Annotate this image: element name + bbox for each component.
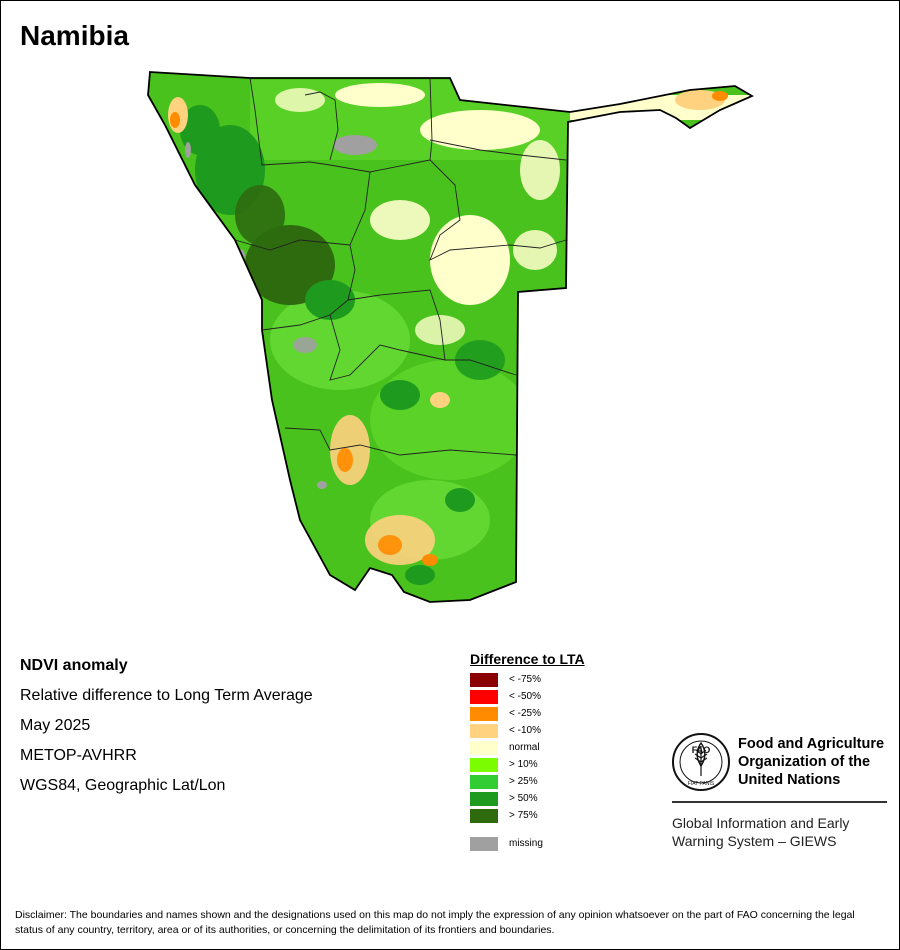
fao-logo-letters: FAO — [692, 745, 711, 755]
region-boundaries — [234, 77, 567, 456]
legend-label: > 75% — [509, 810, 538, 821]
legend-label: > 50% — [509, 793, 538, 804]
legend-swatch — [470, 809, 498, 823]
legend-swatch — [470, 837, 498, 851]
legend-swatch — [470, 758, 498, 772]
legend-label: < -50% — [509, 691, 541, 702]
legend-label: < -25% — [509, 708, 541, 719]
sensor: METOP-AVHRR — [20, 747, 137, 764]
fao-logo-icon: FAO FIAT PANIS — [672, 733, 730, 791]
legend-swatch — [470, 741, 498, 755]
projection: WGS84, Geographic Lat/Lon — [20, 777, 226, 794]
period: May 2025 — [20, 717, 91, 734]
legend-label: < -10% — [509, 725, 541, 736]
organization-name: Food and Agriculture Organization of the… — [738, 736, 885, 788]
legend-label: > 10% — [509, 759, 538, 770]
legend-title: Difference to LTA — [470, 651, 585, 667]
legend-swatch — [470, 724, 498, 738]
fao-motto: FIAT PANIS — [688, 781, 715, 787]
legend-swatch — [470, 673, 498, 687]
legend-label: missing — [509, 838, 543, 849]
disclaimer: Disclaimer: The boundaries and names sho… — [15, 909, 855, 936]
ndvi-anomaly-map — [147, 71, 754, 603]
legend-label: < -75% — [509, 674, 541, 685]
legend-swatch — [470, 690, 498, 704]
product-description: Relative difference to Long Term Average — [20, 687, 313, 704]
map-title: Namibia — [20, 20, 129, 51]
legend-label: > 25% — [509, 776, 538, 787]
logo-divider — [672, 801, 887, 803]
ndvi-raster — [148, 72, 752, 602]
legend-label: normal — [509, 742, 540, 753]
legend-swatch — [470, 707, 498, 721]
system-name: Global Information and Early Warning Sys… — [672, 815, 850, 849]
product-name: NDVI anomaly — [20, 657, 128, 674]
legend-swatch — [470, 775, 498, 789]
legend-swatch — [470, 792, 498, 806]
